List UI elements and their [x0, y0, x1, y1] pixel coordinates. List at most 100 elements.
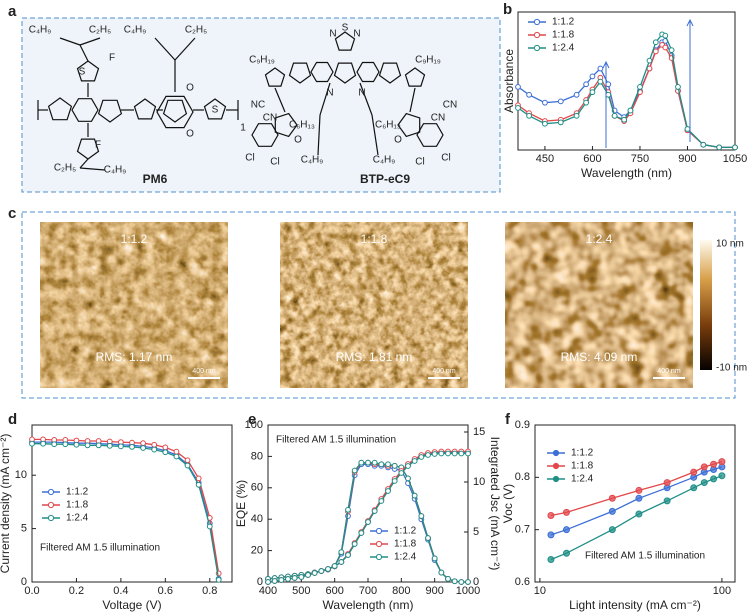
data-point: [371, 459, 378, 466]
data-point: [465, 579, 471, 585]
x-tick-label: 400: [259, 585, 277, 597]
data-point: [583, 81, 590, 88]
y2-tick-label: 5: [473, 526, 479, 538]
structure-label: F: [95, 140, 101, 151]
panel-label: c: [8, 205, 16, 222]
afm-rms: RMS: 1.17 nm: [96, 350, 173, 364]
data-point: [418, 454, 425, 460]
legend-marker: [47, 488, 55, 496]
afm-label: 1:1.2: [121, 232, 148, 246]
bond: [174, 37, 196, 61]
x-axis-label: Light intensity (mA cm⁻²): [569, 598, 701, 612]
structure-label: F: [109, 53, 115, 64]
data-point: [331, 563, 338, 569]
data-point: [418, 513, 425, 519]
data-point: [151, 446, 158, 453]
bond: [333, 62, 357, 84]
data-point: [611, 112, 618, 119]
data-point: [291, 575, 298, 581]
structure-label: C₂H₅: [89, 25, 111, 36]
y-axis-label: EQE (%): [234, 480, 248, 527]
bond: [264, 67, 286, 87]
structure-label: Cl: [441, 153, 450, 164]
legend-label: 1:1.8: [66, 500, 89, 511]
colorbar-label: -10 nm: [716, 363, 747, 374]
bond: [71, 98, 99, 122]
data-point: [663, 497, 671, 505]
data-point: [583, 99, 590, 106]
data-point: [173, 453, 180, 460]
panel-c-frame: [21, 211, 736, 399]
legend-marker: [47, 501, 55, 509]
bond: [274, 87, 286, 113]
data-point: [573, 112, 580, 119]
legend-marker: [533, 18, 541, 26]
annotation: Filtered AM 1.5 illumination: [276, 435, 396, 446]
data-point: [184, 457, 191, 464]
structure-label: N: [358, 88, 365, 99]
data-point: [710, 475, 718, 483]
panel-label: a: [8, 3, 17, 20]
y-tick-label: 100: [245, 419, 263, 431]
data-point: [431, 451, 438, 457]
data-point: [73, 441, 80, 448]
bond: [378, 62, 402, 84]
afm-rms: RMS: 4.09 nm: [561, 350, 638, 364]
series-line: [517, 33, 735, 149]
data-point: [285, 576, 291, 582]
data-point: [215, 576, 222, 583]
bond: [156, 95, 194, 129]
legend-marker: [375, 540, 383, 548]
structure-label: N: [353, 29, 360, 40]
data-point: [608, 494, 616, 502]
data-point: [557, 98, 564, 105]
data-point: [62, 441, 69, 448]
y2-axis-label: Integrated Jsc (mA cm⁻²): [488, 437, 502, 571]
data-point: [562, 549, 570, 557]
structure-label: 1: [240, 123, 246, 134]
data-point: [710, 460, 718, 468]
legend-label: 1:2.4: [571, 474, 594, 485]
data-point: [675, 84, 681, 90]
legend-marker: [375, 527, 383, 535]
y-tick-label: 80: [251, 450, 263, 462]
x-tick-label: 0.6: [158, 585, 173, 597]
data-point: [542, 99, 548, 106]
y-tick-label: 0.7: [515, 524, 530, 536]
data-point: [425, 535, 431, 541]
structure-label: C₄H₉: [301, 155, 324, 166]
data-point: [438, 450, 445, 457]
y-tick-label: 0.9: [515, 419, 530, 431]
structure-label: O: [394, 135, 402, 146]
bond: [356, 61, 380, 83]
legend-label: 1:1.2: [394, 526, 417, 537]
data-point: [589, 73, 596, 80]
x-axis-label: Wavelength (nm): [323, 598, 414, 612]
data-point: [195, 481, 202, 488]
series-line: [517, 40, 735, 149]
structure-label: C₄H₉: [29, 25, 52, 36]
afm-label: 1:1.8: [361, 232, 388, 246]
data-point: [652, 39, 659, 46]
data-point: [605, 91, 612, 98]
data-point: [635, 494, 643, 502]
structure-label: N: [326, 88, 333, 99]
structure-label: CN: [443, 100, 457, 111]
x-tick-label: 450: [536, 153, 554, 165]
legend-label: 1:1.2: [552, 17, 575, 28]
structure-label: S: [79, 67, 86, 78]
data-point: [547, 531, 555, 539]
data-point: [635, 486, 643, 494]
data-point: [668, 47, 675, 54]
y-tick-label: 20: [251, 545, 263, 557]
x-tick-label: 100: [713, 585, 731, 597]
data-point: [162, 444, 169, 451]
data-point: [431, 555, 438, 562]
data-point: [451, 578, 458, 585]
legend-label: 1:1.8: [552, 30, 575, 41]
plot-frame: [517, 11, 736, 151]
data-point: [732, 144, 738, 151]
panel-label: f: [505, 411, 511, 428]
legend-marker: [552, 449, 560, 457]
y-axis-label: Absorbance: [502, 49, 516, 113]
